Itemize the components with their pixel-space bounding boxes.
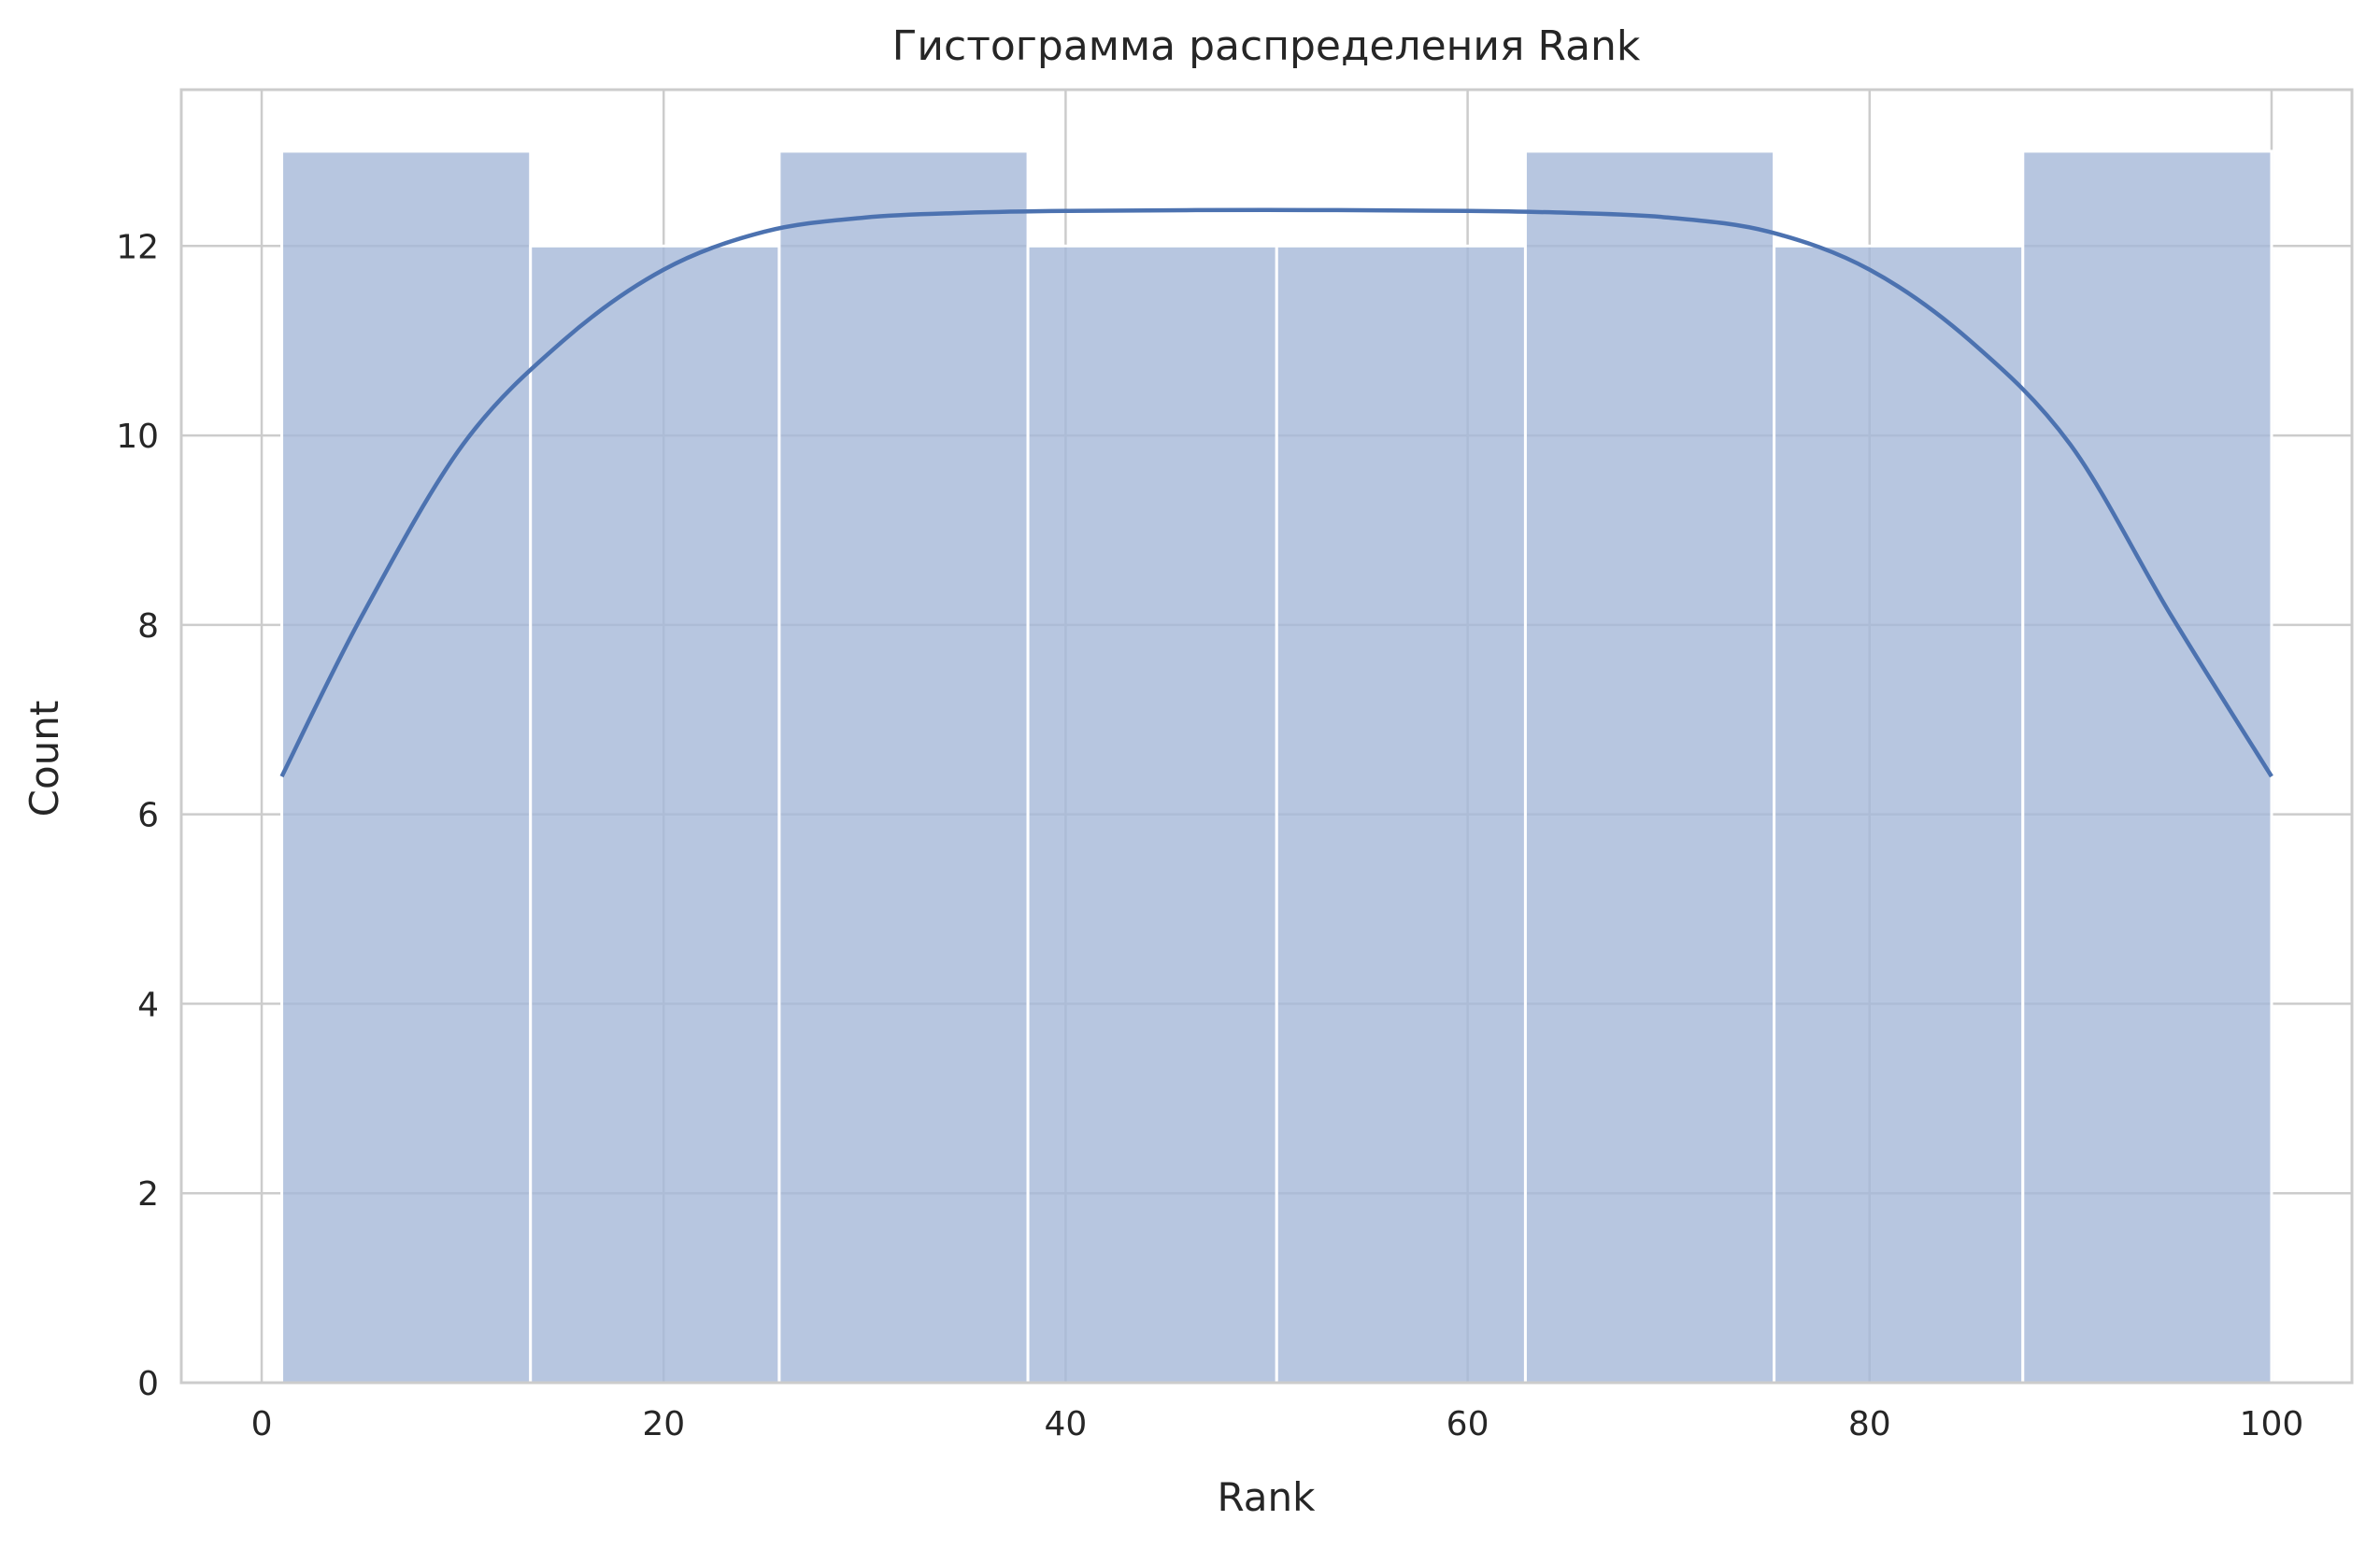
y-tick-label: 12 — [116, 228, 159, 266]
histogram-bars — [280, 149, 2273, 1385]
histogram-bar — [777, 149, 1030, 1385]
histogram-bar — [280, 149, 533, 1385]
y-tick-label: 4 — [137, 986, 159, 1024]
x-tick-label: 20 — [642, 1405, 685, 1443]
y-tick-label: 0 — [137, 1365, 159, 1403]
y-tick-label: 8 — [137, 607, 159, 646]
chart-title: Гистограмма распределения Rank — [892, 22, 1641, 70]
histogram-bar — [1773, 244, 2025, 1385]
x-tick-label: 100 — [2240, 1405, 2304, 1443]
histogram-bar — [1275, 244, 1527, 1385]
y-axis-ticks: 0 2 4 6 8 10 12 — [116, 228, 159, 1403]
x-axis-label: Rank — [1218, 1474, 1317, 1520]
x-tick-label: 60 — [1447, 1405, 1489, 1443]
x-tick-label: 80 — [1848, 1405, 1891, 1443]
kde-curve — [279, 207, 2273, 778]
x-axis-ticks: 0 20 40 60 80 100 — [251, 1405, 2304, 1443]
plot-frame — [179, 88, 2354, 1385]
y-axis-label: Count — [21, 701, 67, 817]
x-tick-label: 0 — [251, 1405, 273, 1443]
histogram-bar — [1523, 149, 1776, 1385]
x-tick-label: 40 — [1045, 1405, 1088, 1443]
histogram-bar — [2021, 149, 2273, 1385]
histogram-bar — [529, 244, 781, 1385]
y-tick-label: 2 — [137, 1175, 159, 1214]
histogram-bar — [1026, 244, 1278, 1385]
y-tick-label: 10 — [116, 418, 159, 456]
kde-line — [279, 207, 2273, 778]
y-tick-label: 6 — [137, 797, 159, 835]
